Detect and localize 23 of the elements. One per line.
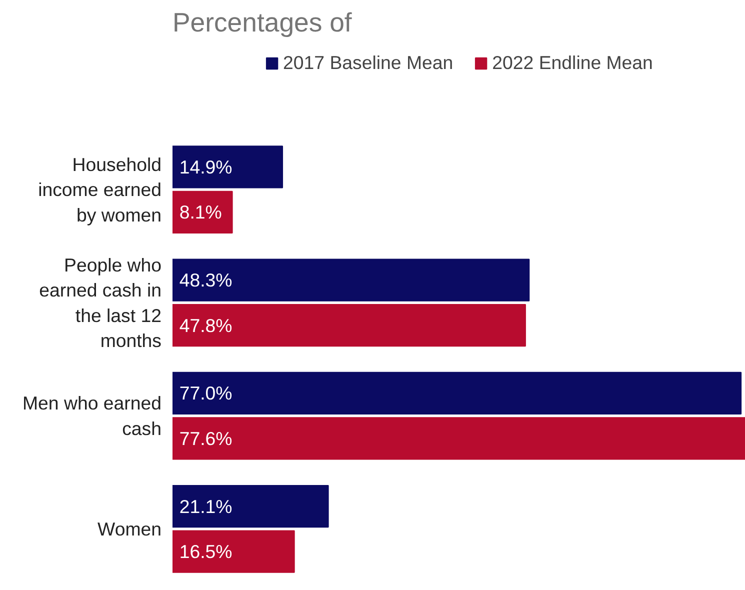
- bar: [172, 530, 295, 573]
- data-label: 47.8%: [179, 314, 232, 336]
- data-label: 77.6%: [179, 428, 232, 449]
- bar: [172, 258, 530, 302]
- data-label: 77.0%: [179, 382, 232, 404]
- bar: [172, 304, 526, 347]
- data-label: 8.1%: [179, 202, 222, 223]
- y-tick-label: Women: [98, 518, 162, 540]
- y-tick-label: People who earned cash in the last 12 months: [39, 254, 162, 351]
- chart-title: Percentages of: [172, 8, 352, 38]
- bar: [172, 372, 742, 415]
- bar: [172, 146, 284, 188]
- legend-label: 2022 Endline Mean: [492, 52, 653, 74]
- data-label: 48.3%: [179, 270, 232, 291]
- data-label: 14.9%: [179, 156, 232, 178]
- y-tick-label: Men who earned cash: [22, 392, 162, 439]
- bar: [172, 417, 745, 460]
- y-tick-label: Household income earned by women: [38, 154, 162, 226]
- bar: [172, 190, 233, 234]
- bar: [172, 484, 329, 528]
- legend-label: 2017 Baseline Mean: [283, 52, 454, 74]
- data-label: 21.1%: [179, 496, 232, 517]
- data-label: 16.5%: [179, 541, 232, 562]
